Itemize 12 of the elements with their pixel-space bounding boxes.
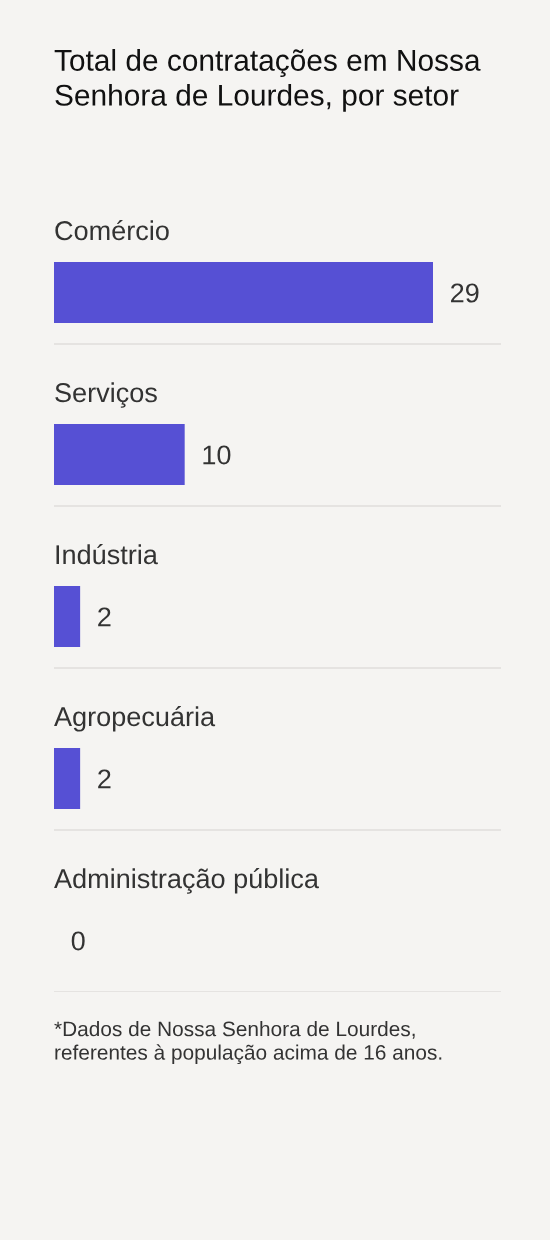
data-label: 2 — [98, 607, 111, 627]
y-tick-label: Comércio — [55, 220, 169, 241]
data-label: 29 — [451, 283, 479, 303]
y-tick-label: Indústria — [56, 544, 158, 565]
data-label: 0 — [71, 931, 85, 951]
y-tick-label: Administração pública — [54, 868, 319, 894]
y-tick-label: Agropecuária — [54, 706, 216, 732]
data-label: 2 — [98, 769, 111, 789]
data-label: 10 — [203, 445, 231, 465]
y-tick-label: Serviços — [55, 382, 157, 408]
chart-title: Total de contratações em Nossa Senhora de Lourdes, por setor — [54, 49, 481, 112]
annotation: *Dados de Nossa Senhora de Lourdes, referentes à população acima de 16 anos. — [54, 1021, 442, 1065]
